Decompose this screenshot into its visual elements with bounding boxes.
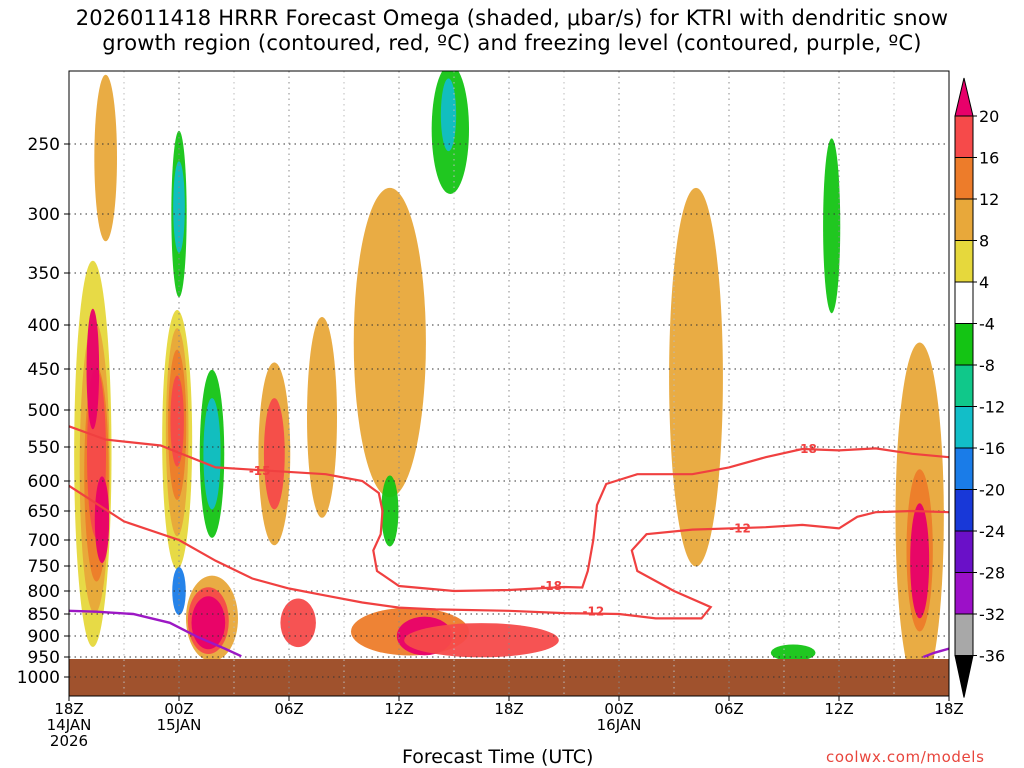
colorbar-segment xyxy=(954,115,974,158)
y-tick-label: 500 xyxy=(28,401,60,421)
x-tick-label: 2026 xyxy=(50,732,88,750)
colorbar-segment xyxy=(954,323,974,366)
omega-cell xyxy=(353,187,426,498)
y-tick-label: 600 xyxy=(28,472,60,492)
y-tick-label: 850 xyxy=(28,605,60,625)
omega-cell xyxy=(669,187,723,567)
contour-label: -18 xyxy=(795,442,817,456)
colorbar-segment xyxy=(954,240,974,283)
y-tick-label: 550 xyxy=(28,438,60,458)
credit-link[interactable]: coolwx.com/models xyxy=(826,748,985,766)
omega-cell xyxy=(440,78,457,152)
colorbar-segment xyxy=(954,281,974,324)
omega-cell xyxy=(173,161,185,253)
contour-label: -12 xyxy=(582,605,604,619)
colorbar-top-arrow xyxy=(954,77,974,117)
y-tick-label: 650 xyxy=(28,502,60,522)
x-axis-label: Forecast Time (UTC) xyxy=(402,746,594,768)
colorbar-segment xyxy=(954,198,974,241)
colorbar-segment xyxy=(954,364,974,407)
omega-cell xyxy=(280,598,316,648)
colorbar-label: -24 xyxy=(979,522,1005,541)
freezing-level-contour xyxy=(922,647,949,659)
omega-cell xyxy=(404,623,559,658)
x-tick-label: 18Z xyxy=(934,700,963,718)
omega-cell xyxy=(94,476,110,563)
colorbar-label: -8 xyxy=(979,356,995,375)
colorbar-label: 20 xyxy=(979,107,999,126)
omega-cell xyxy=(191,596,226,650)
omega-cell xyxy=(203,398,221,510)
freezing-level-contour xyxy=(69,609,242,658)
x-tick-label: 06Z xyxy=(274,700,303,718)
x-tick-label: 12Z xyxy=(384,700,413,718)
omega-cell xyxy=(823,138,841,314)
colorbar-bottom-arrow xyxy=(954,655,974,698)
omega-cell xyxy=(381,475,399,547)
colorbar-label: 12 xyxy=(979,190,999,209)
colorbar-segment xyxy=(954,447,974,490)
dendritic-contour xyxy=(69,484,949,620)
y-tick-label: 400 xyxy=(28,316,60,336)
colorbar-label: -4 xyxy=(979,315,995,334)
colorbar-label: -28 xyxy=(979,564,1005,583)
y-tick-label: 1000 xyxy=(17,668,60,688)
colorbar-label: 4 xyxy=(979,273,989,292)
x-tick-label: 12Z xyxy=(824,700,853,718)
colorbar-segment xyxy=(954,530,974,573)
omega-cell xyxy=(170,375,184,467)
colorbar-segment xyxy=(954,572,974,615)
colorbar-label: -36 xyxy=(979,647,1005,666)
omega-cell xyxy=(770,644,816,662)
colorbar-label: 8 xyxy=(979,232,989,251)
colorbar-label: -20 xyxy=(979,481,1005,500)
contour-label: -18 xyxy=(540,579,562,593)
y-tick-label: 900 xyxy=(28,627,60,647)
y-tick-label: 450 xyxy=(28,360,60,380)
y-tick-label: 300 xyxy=(28,205,60,225)
x-tick-label: 15JAN xyxy=(157,716,202,734)
y-tick-label: 250 xyxy=(28,135,60,155)
y-tick-label: 750 xyxy=(28,557,60,577)
omega-cell xyxy=(307,317,337,518)
x-tick-label: 18Z xyxy=(54,700,83,718)
omega-cell xyxy=(263,398,285,510)
chart-title: 2026011418 HRRR Forecast Omega (shaded, … xyxy=(75,6,949,55)
colorbar-label: -12 xyxy=(979,398,1005,417)
colorbar-label: 16 xyxy=(979,149,999,168)
y-tick-label: 700 xyxy=(28,531,60,551)
colorbar-segment xyxy=(954,157,974,200)
x-tick-label: 16JAN xyxy=(597,716,642,734)
y-tick-label: 950 xyxy=(28,648,60,668)
y-tick-label: 350 xyxy=(28,264,60,284)
dendritic-contour xyxy=(69,425,949,593)
colorbar-label: -16 xyxy=(979,439,1005,458)
x-tick-label: 00Z xyxy=(164,700,193,718)
contour-label: -12 xyxy=(729,521,751,535)
x-tick-label: 18Z xyxy=(494,700,523,718)
colorbar-segment xyxy=(954,489,974,532)
contour-label: -15 xyxy=(249,464,271,478)
y-tick-label: 800 xyxy=(28,582,60,602)
x-tick-label: 06Z xyxy=(714,700,743,718)
colorbar-segment xyxy=(954,406,974,449)
omega-cell xyxy=(910,503,930,619)
x-tick-label: 14JAN xyxy=(47,716,92,734)
colorbar-label: -32 xyxy=(979,605,1005,624)
x-tick-label: 00Z xyxy=(604,700,633,718)
omega-cell xyxy=(94,74,117,242)
omega-cell xyxy=(86,308,100,430)
colorbar-segment xyxy=(954,613,974,656)
